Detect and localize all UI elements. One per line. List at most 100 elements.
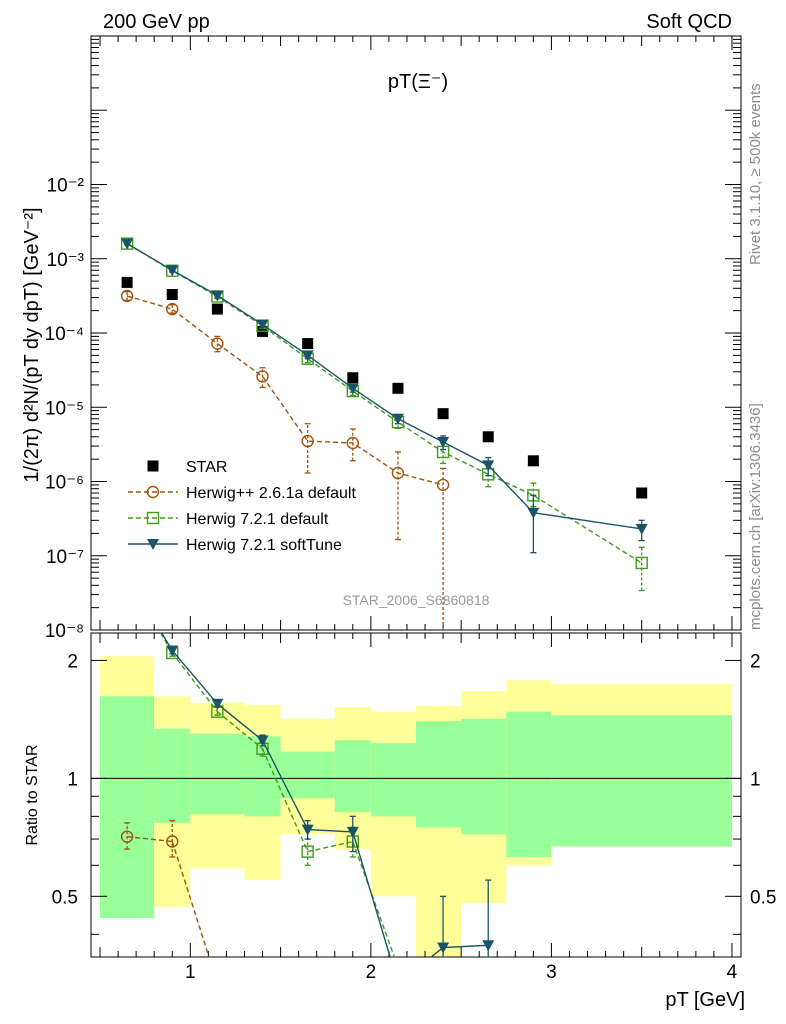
legend: STAR Herwig++ 2.6.1a default Herwig 7.2.1 … — [128, 459, 356, 554]
y-tick-label: 10⁻⁷ — [46, 547, 84, 568]
y-tick-label: 10⁻² — [47, 176, 85, 197]
data-point — [166, 265, 179, 277]
header-right: Soft QCD — [646, 11, 732, 33]
plot-title: pT(Ξ⁻) — [388, 71, 448, 93]
ratio-line — [352, 841, 396, 958]
ratio-series-2 — [161, 632, 495, 958]
ratio-line — [443, 944, 489, 949]
ratio-line — [171, 841, 210, 958]
legend-entry: Herwig++ 2.6.1a default — [128, 485, 356, 502]
data-point — [301, 350, 314, 362]
rivet-version: Rivet 3.1.10, ≥ 500k events — [747, 83, 764, 265]
ratio-y-tick-label: 2 — [67, 651, 78, 672]
data-point — [527, 507, 540, 519]
text-labels: 200 GeV pp Soft QCD pT(Ξ⁻) STAR_2006_S68… — [21, 11, 764, 1011]
y-axis-label: 1/(2π) d²N/(pT dy dpT) [GeV⁻²] — [21, 207, 43, 482]
legend-label: Herwig 7.2.1 softTune — [186, 537, 342, 554]
y-tick-label: 10⁻³ — [47, 250, 85, 271]
ratio-point — [301, 824, 314, 836]
ratio-y-tick-label-right: 0.5 — [750, 887, 776, 908]
data-point — [301, 434, 314, 448]
data-point — [635, 556, 648, 570]
inner-band-bin — [100, 696, 155, 919]
inner-band-bin — [154, 728, 191, 823]
ratio-point — [120, 830, 134, 843]
legend-marker — [147, 460, 159, 472]
data-point — [392, 382, 404, 394]
ratio-y-tick-label-right: 1 — [750, 769, 761, 790]
inner-band-bin — [334, 740, 371, 813]
legend-label: Herwig 7.2.1 default — [186, 511, 329, 528]
ratio-line — [261, 748, 309, 852]
header-left: 200 GeV pp — [103, 11, 210, 33]
x-tick-label: 4 — [727, 962, 738, 983]
data-point — [121, 238, 134, 250]
ratio-line — [216, 703, 263, 741]
series-0 — [121, 276, 648, 499]
inner-band-bin — [551, 715, 732, 847]
ratio-frame — [90, 632, 742, 958]
ratio-point — [166, 835, 179, 848]
data-point — [211, 290, 224, 302]
data-point — [636, 487, 648, 499]
data-marks — [120, 237, 648, 958]
ratio-series-0 — [120, 820, 210, 958]
ratio-point — [301, 845, 314, 858]
data-point — [391, 466, 405, 480]
ratio-line — [171, 650, 218, 705]
data-point — [347, 372, 359, 384]
x-axis-label: pT [GeV] — [665, 989, 745, 1011]
x-tick-label: 3 — [546, 962, 557, 983]
data-point — [302, 338, 314, 350]
ratio-point — [256, 735, 269, 747]
data-point — [391, 413, 404, 425]
data-point — [256, 370, 269, 383]
ratio-line — [352, 831, 391, 958]
legend-label: Herwig++ 2.6.1a default — [186, 485, 356, 502]
x-tick-label: 1 — [185, 962, 196, 983]
ratio-line — [171, 652, 218, 713]
ratio-y-tick-label-right: 2 — [750, 651, 761, 672]
ratio-uncertainty-bands — [100, 656, 732, 957]
data-point — [635, 523, 648, 535]
axis-ticks: 1 2 3 4 10⁻⁸ 10⁻⁷ 10⁻⁶ 10⁻⁵ 10⁻⁴ 10⁻³ 10⁻² 0.5 0.5 1 1… — [45, 36, 776, 983]
y-tick-label: 10⁻⁵ — [45, 398, 84, 419]
legend-marker — [146, 511, 160, 525]
legend-marker — [147, 539, 159, 550]
data-point — [527, 455, 539, 467]
inner-band-bin — [190, 733, 245, 815]
data-point — [256, 319, 269, 331]
y-tick-label: 10⁻⁸ — [45, 621, 84, 642]
ratio-line — [216, 711, 263, 750]
series-line — [126, 295, 444, 486]
data-point — [437, 437, 450, 449]
data-point — [346, 383, 359, 395]
data-point — [436, 478, 450, 492]
data-point — [120, 289, 134, 303]
ratio-y-tick-label: 1 — [67, 769, 78, 790]
legend-entry: Herwig 7.2.1 softTune — [128, 537, 342, 554]
ratio-line — [261, 740, 309, 830]
data-point — [166, 289, 178, 301]
ratio-point — [166, 645, 179, 657]
series-3 — [121, 238, 648, 554]
data-point — [211, 303, 223, 315]
legend-label: STAR — [186, 459, 227, 476]
legend-entry: STAR — [147, 459, 227, 476]
series-1 — [120, 289, 450, 630]
inner-band-bin — [280, 751, 335, 799]
y-tick-label: 10⁻⁶ — [45, 473, 84, 494]
ratio-y-tick-label: 0.5 — [52, 887, 78, 908]
inner-band-bin — [461, 718, 507, 835]
y-tick-label: 10⁻⁴ — [45, 324, 84, 345]
legend-marker — [146, 485, 160, 499]
data-point — [211, 337, 224, 350]
mcplots-ref: mcplots.cern.ch [arXiv:1306.3436] — [747, 403, 764, 630]
x-tick-label: 2 — [366, 962, 377, 983]
inner-band-bin — [370, 743, 416, 817]
ratio-y-axis-label: Ratio to STAR — [24, 744, 41, 845]
analysis-watermark: STAR_2006_S6860818 — [343, 592, 490, 608]
ratio-point — [346, 826, 359, 838]
inner-band-bin — [506, 711, 552, 857]
